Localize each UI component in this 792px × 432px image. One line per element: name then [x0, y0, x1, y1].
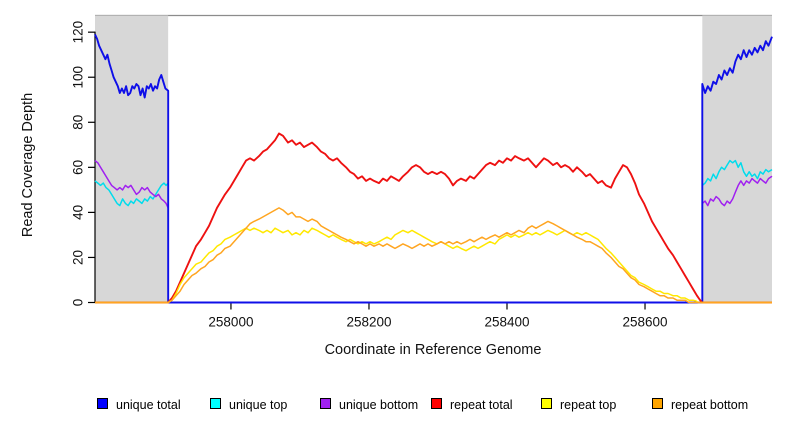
legend-label: repeat total: [450, 397, 513, 412]
unique-top-swatch-icon: [210, 398, 221, 410]
legend-label: unique total: [116, 397, 181, 412]
coverage-chart: 0 20 40 60 80 100 120 258000 258200 258400 258600: [71, 14, 773, 330]
legend-label: repeat bottom: [671, 397, 749, 412]
series-line-unique-total: [94, 33, 773, 304]
y-tick-label: 20: [71, 250, 86, 265]
legend-item-repeat-total: repeat total: [431, 396, 513, 412]
series-line-repeat-top: [95, 227, 772, 304]
legend-item-unique-bottom: unique bottom: [320, 396, 419, 412]
chart-legend: unique total unique top unique bottom re…: [0, 396, 792, 414]
repeat-top-swatch-icon: [541, 398, 552, 410]
legend-label: unique top: [229, 397, 288, 412]
y-tick-label: 40: [71, 205, 86, 220]
legend-item-repeat-top: repeat top: [541, 396, 617, 412]
series-line-unique-top: [94, 159, 773, 304]
x-tick-label: 258000: [208, 315, 253, 330]
x-tick-label: 258400: [484, 315, 529, 330]
legend-label: repeat top: [560, 397, 617, 412]
x-tick-label: 258200: [346, 315, 391, 330]
unique-total-swatch-icon: [97, 398, 108, 410]
y-axis-title: Read Coverage Depth: [20, 92, 36, 238]
y-tick-label: 60: [71, 160, 86, 175]
x-axis-title: Coordinate in Reference Genome: [324, 342, 542, 358]
series-line-unique-bottom: [94, 160, 773, 304]
unique-bottom-swatch-icon: [320, 398, 331, 410]
legend-item-unique-total: unique total: [97, 396, 181, 412]
series-line-repeat-bottom: [95, 207, 772, 304]
repeat-bottom-swatch-icon: [652, 398, 663, 410]
y-tick-label: 100: [71, 66, 86, 89]
legend-item-unique-top: unique top: [210, 396, 288, 412]
y-tick-label: 120: [71, 21, 86, 44]
shaded-region-right: [702, 15, 772, 303]
y-tick-label: 0: [71, 299, 86, 307]
series-line-repeat-total: [95, 132, 772, 304]
shaded-region-left: [95, 15, 169, 303]
legend-item-repeat-bottom: repeat bottom: [652, 396, 749, 412]
x-tick-label: 258600: [622, 315, 667, 330]
legend-label: unique bottom: [339, 397, 419, 412]
y-tick-label: 80: [71, 115, 86, 130]
repeat-total-swatch-icon: [431, 398, 442, 410]
